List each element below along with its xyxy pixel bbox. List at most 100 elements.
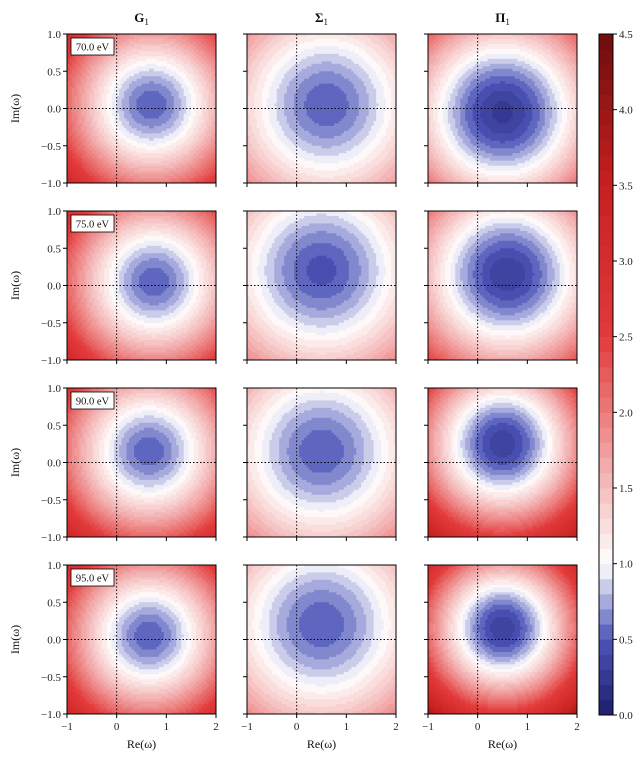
contour-cell — [96, 91, 100, 94]
contour-cell — [166, 153, 170, 157]
contour-cell — [126, 66, 130, 70]
contour-cell — [269, 101, 273, 104]
contour-cell — [121, 61, 125, 65]
contour-cell — [101, 103, 105, 107]
contour-cell — [69, 168, 73, 171]
contour-cell — [166, 155, 170, 159]
contour-cell — [121, 175, 125, 179]
contour-cell — [259, 81, 263, 85]
contour-cell — [114, 133, 118, 137]
contour-cell — [84, 178, 88, 181]
contour-cell — [211, 56, 214, 60]
contour-cell — [193, 96, 197, 99]
contour-cell — [247, 155, 250, 159]
contour-cell — [196, 173, 200, 176]
contour-cell — [259, 153, 263, 157]
contour-cell — [178, 115, 182, 119]
contour-cell — [188, 36, 192, 40]
contour-cell — [76, 34, 80, 37]
contour-cell — [201, 130, 204, 134]
contour-cell — [284, 81, 288, 85]
contour-cell — [158, 58, 162, 62]
contour-cell — [114, 150, 118, 154]
contour-cell — [271, 148, 275, 152]
contour-cell — [141, 123, 145, 127]
contour-cell — [203, 93, 207, 97]
contour-cell — [109, 158, 113, 162]
contour-cell — [191, 76, 195, 80]
contour-cell — [291, 168, 295, 171]
contour-cell — [81, 88, 85, 92]
contour-cell — [71, 101, 75, 104]
contour-cell — [168, 43, 172, 47]
contour-cell — [201, 138, 204, 142]
contour-cell — [191, 135, 195, 139]
contour-cell — [171, 175, 175, 179]
contour-cell — [206, 130, 209, 134]
contour-cell — [279, 165, 283, 169]
contour-cell — [271, 73, 275, 77]
contour-cell — [206, 81, 209, 85]
contour-cell — [114, 118, 118, 122]
contour-cell — [196, 73, 200, 77]
contour-cell — [249, 81, 253, 85]
contour-cell — [254, 58, 258, 62]
contour-cell — [183, 153, 187, 157]
contour-cell — [99, 150, 103, 154]
contour-cell — [254, 73, 258, 77]
contour-cell — [126, 88, 130, 92]
contour-cell — [208, 108, 212, 112]
contour-cell — [141, 143, 145, 147]
contour-cell — [264, 96, 268, 99]
contour-cell — [148, 175, 152, 179]
contour-cell — [247, 163, 250, 167]
contour-cell — [131, 43, 135, 47]
contour-cell — [203, 48, 207, 52]
contour-cell — [96, 175, 100, 179]
contour-cell — [281, 103, 285, 107]
contour-cell — [201, 36, 204, 40]
contour-cell — [201, 103, 204, 107]
contour-cell — [279, 56, 283, 60]
contour-cell — [198, 180, 202, 183]
contour-cell — [148, 115, 152, 119]
contour-cell — [279, 140, 283, 144]
contour-cell — [193, 71, 197, 75]
contour-cell — [193, 58, 197, 62]
contour-cell — [166, 53, 170, 57]
contour-cell — [79, 178, 83, 181]
contour-cell — [96, 163, 100, 167]
contour-cell — [264, 150, 268, 154]
contour-cell — [208, 155, 212, 159]
contour-cell — [271, 125, 275, 129]
contour-cell — [104, 180, 108, 183]
contour-cell — [284, 130, 288, 134]
contour-cell — [286, 135, 290, 139]
contour-cell — [99, 108, 103, 112]
contour-cell — [141, 81, 145, 85]
contour-cell — [266, 140, 270, 144]
contour-cell — [289, 34, 293, 37]
contour-cell — [86, 68, 90, 72]
contour-cell — [259, 150, 263, 154]
contour-cell — [261, 66, 265, 70]
contour-cell — [94, 78, 98, 82]
contour-cell — [67, 175, 70, 179]
contour-cell — [163, 140, 167, 144]
contour-cell — [261, 48, 265, 52]
contour-cell — [206, 168, 209, 171]
contour-cell — [249, 66, 253, 70]
contour-cell — [193, 150, 197, 154]
contour-cell — [279, 175, 283, 179]
contour-cell — [136, 68, 140, 72]
contour-cell — [208, 68, 212, 72]
contour-cell — [171, 150, 175, 154]
contour-cell — [259, 73, 263, 77]
contour-cell — [101, 138, 105, 142]
contour-cell — [286, 96, 290, 99]
contour-cell — [256, 46, 260, 50]
contour-cell — [264, 170, 268, 174]
contour-cell — [264, 128, 268, 132]
contour-cell — [161, 61, 165, 65]
contour-cell — [266, 68, 270, 72]
